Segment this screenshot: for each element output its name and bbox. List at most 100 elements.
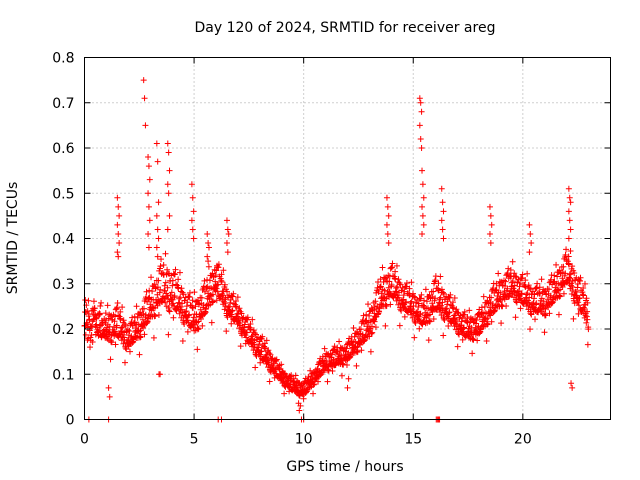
data-point <box>409 290 416 297</box>
data-point <box>401 313 408 320</box>
data-point <box>220 267 227 274</box>
data-point <box>224 288 231 295</box>
data-point <box>157 263 164 270</box>
data-point <box>226 303 233 310</box>
data-point <box>117 308 124 315</box>
data-point <box>375 288 382 295</box>
data-point <box>418 145 425 151</box>
data-point <box>255 344 262 351</box>
data-point <box>90 298 97 305</box>
data-point <box>512 273 519 280</box>
data-point <box>186 311 193 318</box>
data-point <box>415 304 422 311</box>
data-point <box>344 384 351 391</box>
data-point <box>191 289 198 296</box>
data-point <box>519 271 526 278</box>
data-point <box>519 274 526 281</box>
data-point <box>218 271 225 278</box>
data-point <box>410 302 417 309</box>
data-point <box>497 289 504 296</box>
data-point <box>394 283 401 290</box>
y-tick-label: 0.3 <box>52 277 74 293</box>
data-point <box>426 311 433 318</box>
data-point <box>209 299 216 306</box>
y-tick-label: 0.5 <box>52 186 74 202</box>
data-point <box>408 298 415 305</box>
data-point <box>112 341 119 348</box>
data-point <box>164 292 171 299</box>
data-point <box>179 337 186 344</box>
data-point <box>249 316 256 323</box>
data-point <box>247 321 254 328</box>
data-point <box>91 305 98 312</box>
data-point <box>575 302 582 309</box>
data-point <box>440 332 447 339</box>
data-point <box>560 290 567 297</box>
data-point <box>429 309 436 316</box>
data-point <box>527 230 534 237</box>
data-point <box>343 361 350 368</box>
data-point <box>99 319 106 326</box>
data-point <box>195 318 202 325</box>
data-point <box>505 265 512 272</box>
data-point <box>203 305 210 312</box>
data-point <box>155 312 162 319</box>
data-point <box>415 300 422 307</box>
data-point <box>232 298 239 305</box>
data-point <box>459 315 466 322</box>
data-point <box>292 372 299 379</box>
data-point <box>168 289 175 296</box>
data-point <box>528 311 535 318</box>
data-point <box>547 292 554 299</box>
data-point <box>420 221 427 228</box>
data-point <box>258 348 265 355</box>
data-point <box>384 230 391 237</box>
data-point <box>371 318 378 325</box>
data-point <box>329 367 336 374</box>
data-point <box>516 283 523 290</box>
data-point <box>179 309 186 316</box>
data-point <box>213 285 220 292</box>
data-point <box>198 294 205 301</box>
data-point <box>126 348 133 355</box>
data-point <box>523 295 530 302</box>
data-point <box>310 381 317 388</box>
data-point <box>554 273 561 280</box>
data-point <box>432 295 439 302</box>
data-point <box>565 185 572 192</box>
data-point <box>575 310 582 317</box>
data-point <box>573 288 580 295</box>
data-point <box>388 282 395 289</box>
axis-ticks: 0 0.1 0.2 0.3 0.4 0.5 0.6 0.7 0.8 0 5 10 15 20 <box>52 51 611 448</box>
data-point <box>140 305 147 312</box>
data-point <box>162 250 169 257</box>
data-point <box>250 327 257 334</box>
data-point <box>169 277 176 284</box>
data-point <box>180 291 187 298</box>
data-point <box>104 302 111 309</box>
data-point <box>423 298 430 305</box>
data-point <box>145 203 152 210</box>
data-point <box>129 314 136 321</box>
data-point <box>171 271 178 278</box>
data-point <box>403 283 410 290</box>
data-point <box>372 324 379 331</box>
data-point <box>366 308 373 315</box>
data-point <box>165 270 172 277</box>
data-point <box>233 303 240 310</box>
data-point <box>583 319 590 326</box>
data-point <box>190 208 197 215</box>
data-point <box>97 310 104 317</box>
data-point <box>513 298 520 305</box>
data-point <box>354 348 361 355</box>
data-point <box>345 375 352 382</box>
data-point <box>562 251 569 258</box>
data-point <box>541 329 548 336</box>
data-point <box>153 244 160 251</box>
data-point <box>412 319 419 326</box>
data-point <box>93 315 100 322</box>
data-point <box>546 310 553 317</box>
data-point <box>417 99 424 106</box>
data-point <box>120 317 127 324</box>
